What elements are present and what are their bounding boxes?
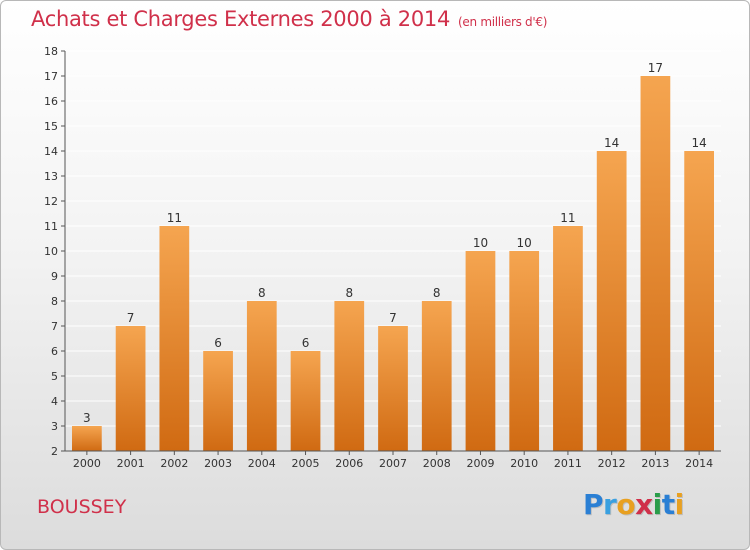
bar-value-label: 8 — [345, 286, 353, 300]
bar-value-label: 8 — [433, 286, 441, 300]
bar-2001 — [115, 326, 146, 451]
logo-letter: r — [603, 488, 617, 521]
y-tick-label: 14 — [44, 145, 58, 158]
y-tick-label: 15 — [44, 120, 58, 133]
bar-value-label: 11 — [560, 211, 575, 225]
y-tick-label: 2 — [51, 445, 58, 458]
bar-2014 — [684, 151, 715, 451]
x-tick-label: 2000 — [73, 457, 101, 470]
x-tick-label: 2014 — [685, 457, 713, 470]
y-tick-label: 6 — [51, 345, 58, 358]
x-tick-label: 2002 — [160, 457, 188, 470]
bar-value-label: 3 — [83, 411, 91, 425]
y-tick-label: 13 — [44, 170, 58, 183]
bars-layer: 3 7 11 6 8 6 8 7 8 10 10 11 14 17 14 — [71, 61, 715, 451]
x-tick-label: 2011 — [554, 457, 582, 470]
bar-value-label: 14 — [604, 136, 619, 150]
x-tick-label: 2007 — [379, 457, 407, 470]
logo-letter: i — [652, 488, 663, 521]
bar-value-label: 17 — [648, 61, 663, 75]
x-tick-label: 2009 — [466, 457, 494, 470]
y-tick-label: 18 — [44, 45, 58, 58]
chart-unit-note: (en milliers d'€) — [458, 15, 548, 29]
place-name: BOUSSEY — [37, 496, 127, 518]
logo-letter: x — [635, 488, 653, 521]
bar-2013 — [640, 76, 671, 451]
logo-letter: o — [616, 488, 636, 521]
y-tick-label: 9 — [51, 270, 58, 283]
bar-2005 — [290, 351, 321, 451]
chart-title-text: Achats et Charges Externes 2000 à 2014 — [31, 7, 451, 31]
bar-2008 — [421, 301, 452, 451]
bar-2004 — [246, 301, 277, 451]
bar-2011 — [553, 226, 583, 451]
bar-value-label: 8 — [258, 286, 266, 300]
bar-value-label: 6 — [302, 336, 310, 350]
chart-title: Achats et Charges Externes 2000 à 2014 (e… — [31, 7, 547, 31]
y-tick-label: 8 — [51, 295, 58, 308]
bar-2003 — [203, 351, 233, 451]
bar-value-label: 7 — [389, 311, 397, 325]
bar-value-label: 6 — [214, 336, 222, 350]
bar-value-label: 10 — [473, 236, 488, 250]
x-tick-label: 2013 — [641, 457, 669, 470]
bar-value-label: 14 — [691, 136, 706, 150]
x-tick-label: 2012 — [598, 457, 626, 470]
bar-value-label: 11 — [167, 211, 182, 225]
y-tick-label: 17 — [44, 70, 58, 83]
logo-letter: t — [661, 488, 675, 521]
y-tick-label: 12 — [44, 195, 58, 208]
bar-value-label: 10 — [517, 236, 532, 250]
bar-2000 — [71, 426, 102, 451]
proxiti-logo: Proxiti — [583, 488, 684, 521]
y-tick-label: 16 — [44, 95, 58, 108]
x-tick-label: 2006 — [335, 457, 363, 470]
y-tick-label: 7 — [51, 320, 58, 333]
x-tick-label: 2003 — [204, 457, 232, 470]
x-tick-label: 2005 — [292, 457, 320, 470]
y-tick-label: 10 — [44, 245, 58, 258]
x-tick-label: 2001 — [117, 457, 145, 470]
y-tick-label: 4 — [51, 395, 58, 408]
x-tick-label: 2008 — [423, 457, 451, 470]
y-tick-label: 5 — [51, 370, 58, 383]
y-tick-label: 3 — [51, 420, 58, 433]
logo-letter: P — [583, 488, 604, 521]
x-tick-label: 2004 — [248, 457, 276, 470]
bar-2009 — [465, 251, 496, 451]
bar-2007 — [378, 326, 408, 451]
bar-value-label: 7 — [127, 311, 135, 325]
logo-letter: i — [674, 488, 685, 521]
bar-2012 — [596, 151, 627, 451]
y-tick-label: 11 — [44, 220, 58, 233]
axis-layer: 2 3 4 5 6 7 8 9 10 11 12 13 14 15 16 17 18 2000 2001 2002 20… — [44, 45, 721, 470]
bar-2006 — [334, 301, 365, 451]
bar-2002 — [159, 226, 190, 451]
bar-2010 — [509, 251, 540, 451]
x-tick-label: 2010 — [510, 457, 538, 470]
